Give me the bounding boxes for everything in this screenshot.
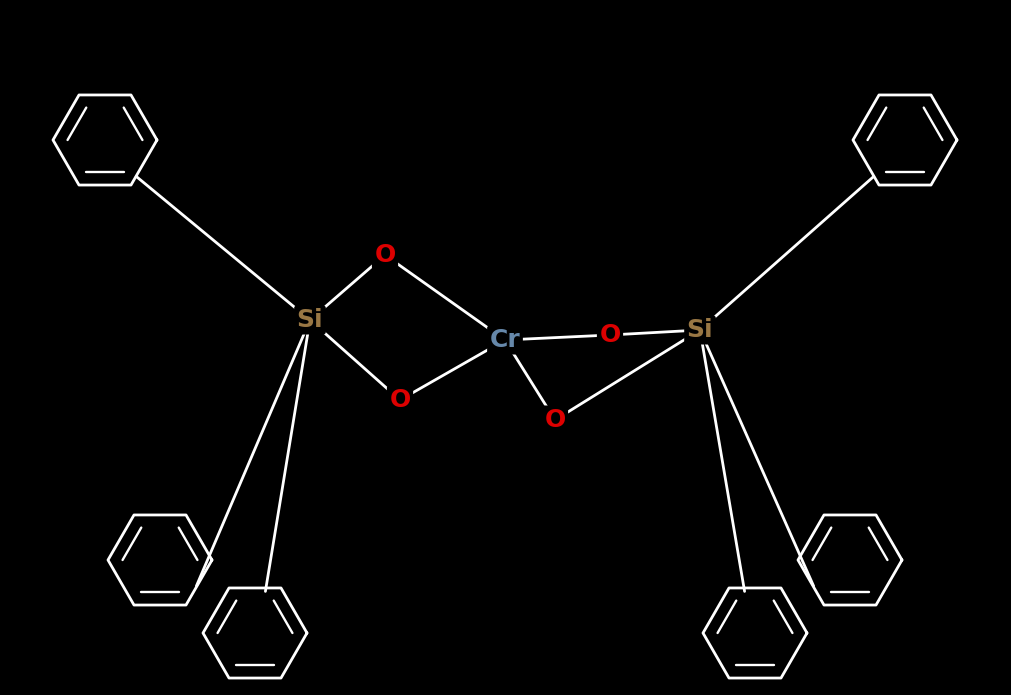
Text: Si: Si bbox=[296, 308, 324, 332]
Text: Si: Si bbox=[686, 318, 714, 342]
Text: O: O bbox=[374, 243, 395, 267]
Text: O: O bbox=[389, 388, 410, 412]
Text: Cr: Cr bbox=[489, 328, 521, 352]
Text: O: O bbox=[600, 323, 621, 347]
Text: O: O bbox=[544, 408, 565, 432]
